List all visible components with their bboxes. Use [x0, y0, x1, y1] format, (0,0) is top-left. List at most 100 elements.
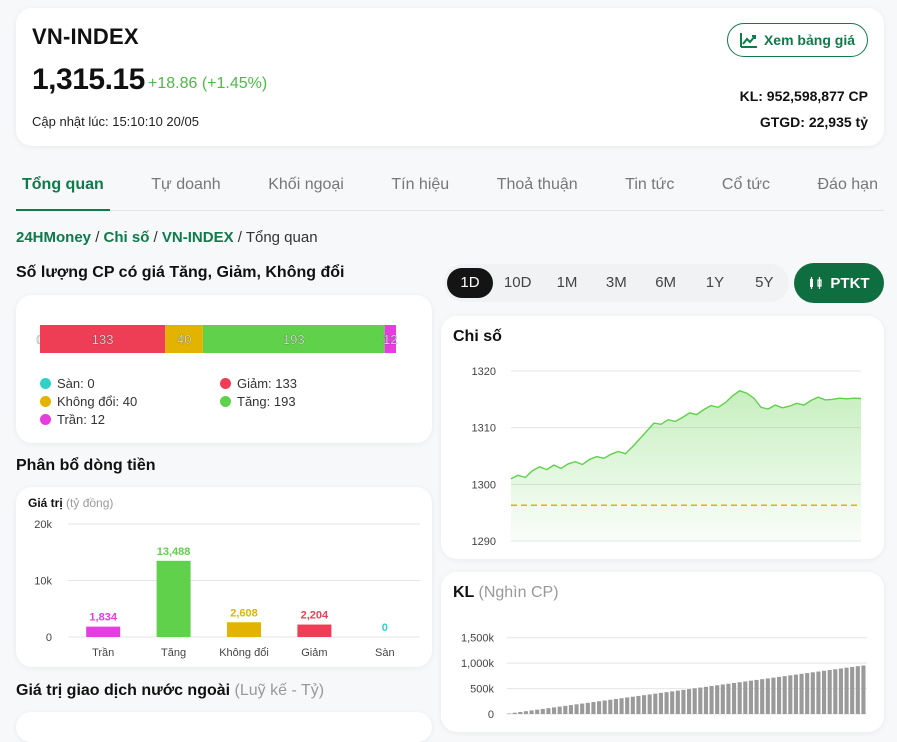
tab-tong-quan[interactable]: Tổng quan — [16, 166, 110, 211]
volume-bar — [838, 668, 843, 714]
breadcrumb-home[interactable]: 24HMoney — [16, 229, 92, 246]
volume-bar — [507, 713, 512, 714]
breadcrumb-current: Tổng quan — [245, 229, 318, 246]
volume-text: KL: 952,598,877 CP — [739, 88, 868, 104]
foreign-card — [16, 712, 432, 742]
timeframe-selector: 1D 10D 1M 3M 6M 1Y 5Y — [444, 264, 789, 302]
index-y-tick: 1290 — [472, 536, 496, 548]
volume-y-tick: 1,000k — [461, 658, 495, 670]
volume-bar — [658, 692, 663, 714]
volume-bar — [574, 704, 579, 714]
volume-bar — [535, 709, 540, 714]
flow-bar-chart: 0 10k 20k 1,834 Trần 13,488 Tăng 2,608 Không đổi… — [34, 519, 420, 659]
volume-bar — [642, 695, 647, 714]
volume-bar — [833, 669, 838, 714]
volume-bar — [681, 689, 686, 714]
breadcrumb-chi-so[interactable]: Chi số — [103, 229, 150, 246]
volume-bar — [777, 676, 782, 714]
value-text: GTGD: 22,935 tỷ — [759, 114, 868, 130]
tab-tin-tuc[interactable]: Tin tức — [625, 176, 675, 193]
volume-bar — [788, 675, 793, 714]
volume-bar — [771, 677, 776, 714]
volume-bar — [692, 688, 697, 714]
volume-bar — [748, 680, 753, 714]
index-chart-title: Chi số — [453, 328, 502, 345]
breadth-card: 01334019312 Sàn: 0 Giảm: 133 Không đổi: … — [16, 295, 432, 443]
tab-co-tuc[interactable]: Cổ tức — [721, 176, 770, 193]
ptkt-button[interactable]: PTKT — [794, 263, 884, 303]
timeframe-3m[interactable]: 3M — [605, 274, 627, 291]
foreign-title-text: Giá trị giao dịch nước ngoài — [16, 682, 231, 699]
volume-bar — [816, 671, 821, 714]
breadth-segment-1 — [40, 325, 166, 353]
volume-bar — [799, 673, 804, 714]
volume-bar — [580, 703, 585, 714]
flow-value-0: 1,834 — [89, 612, 117, 624]
foreign-title: Giá trị giao dịch nước ngoài (Luỹ kế - T… — [16, 682, 324, 700]
legend-tang: Tăng: 193 — [220, 394, 296, 409]
breadcrumb: 24HMoney / Chi số / VN-INDEX / Tổng quan — [16, 229, 318, 246]
breadcrumb-vnindex[interactable]: VN-INDEX — [161, 229, 234, 246]
tab-thoa-thuan[interactable]: Thoả thuận — [496, 176, 578, 193]
volume-bar — [546, 708, 551, 714]
volume-bar — [850, 666, 855, 714]
index-header-card: VN-INDEX 1,315.15 +18.86 (+1.45%) Cập nh… — [16, 8, 884, 146]
legend-tran: Trần: 12 — [40, 412, 105, 427]
index-y-tick: 1320 — [472, 366, 496, 378]
volume-bar — [518, 711, 523, 714]
tab-dao-han[interactable]: Đáo hạn — [817, 176, 878, 193]
breadth-label-4: 12 — [383, 332, 397, 347]
volume-bar — [698, 687, 703, 714]
timeframe-5y[interactable]: 5Y — [755, 274, 774, 291]
volume-bar — [743, 681, 748, 714]
volume-title-hint: (Nghìn CP) — [478, 584, 559, 601]
timeframe-6m[interactable]: 6M — [655, 274, 677, 291]
flow-category-0: Trần — [92, 647, 114, 659]
timeframe-1y[interactable]: 1Y — [705, 274, 725, 291]
legend-khong-doi-label: Không đổi: 40 — [57, 394, 138, 409]
legend-giam: Giảm: 133 — [220, 376, 297, 391]
timeframe-1m[interactable]: 1M — [556, 274, 578, 291]
flow-category-3: Giảm — [301, 647, 327, 659]
index-line — [510, 390, 862, 480]
volume-bar — [737, 682, 742, 714]
flow-y-tick: 20k — [34, 519, 52, 531]
volume-y-tick: 1,500k — [461, 633, 495, 645]
tab-tin-hieu[interactable]: Tín hiệu — [391, 176, 450, 193]
volume-y-tick: 500k — [470, 684, 494, 696]
volume-bar — [523, 711, 528, 714]
timeframe-10d[interactable]: 10D — [503, 274, 532, 291]
breadth-label-1: 133 — [92, 332, 114, 347]
volume-bar — [861, 665, 866, 714]
volume-bar — [625, 697, 630, 714]
flow-unit-hint: (tỷ đồng) — [66, 496, 114, 510]
tab-tu-doanh[interactable]: Tự doanh — [151, 176, 221, 193]
volume-bar — [760, 679, 765, 714]
flow-bar-3 — [297, 624, 332, 637]
volume-title-text: KL — [453, 584, 475, 601]
index-area — [511, 390, 861, 541]
flow-category-4: Sàn — [375, 647, 395, 659]
flow-bar-2 — [227, 622, 261, 637]
tab-khoi-ngoai[interactable]: Khối ngoại — [268, 176, 344, 193]
volume-bar — [512, 712, 517, 714]
volume-bar — [720, 684, 725, 714]
breadth-label-2: 40 — [177, 332, 191, 347]
price-board-button[interactable]: Xem bảng giá — [726, 23, 868, 57]
flow-value-1: 13,488 — [157, 546, 191, 558]
volume-bar — [715, 685, 720, 714]
volume-bar — [810, 672, 815, 714]
foreign-title-hint: (Luỹ kế - Tỷ) — [234, 682, 325, 699]
index-line-chart: 1290 1300 1310 1320 — [472, 366, 862, 548]
timeframe-1d[interactable]: 1D — [447, 268, 493, 298]
volume-bar — [585, 702, 590, 714]
volume-bar — [557, 706, 562, 714]
khong-doi-dot — [40, 396, 51, 407]
flow-bar-1 — [156, 560, 191, 637]
volume-bar — [653, 693, 658, 714]
volume-bar — [568, 705, 573, 714]
flow-bar-0 — [86, 626, 121, 637]
breadth-segment-3 — [202, 325, 385, 353]
candlestick-icon — [810, 277, 823, 289]
volume-bar — [636, 695, 641, 714]
